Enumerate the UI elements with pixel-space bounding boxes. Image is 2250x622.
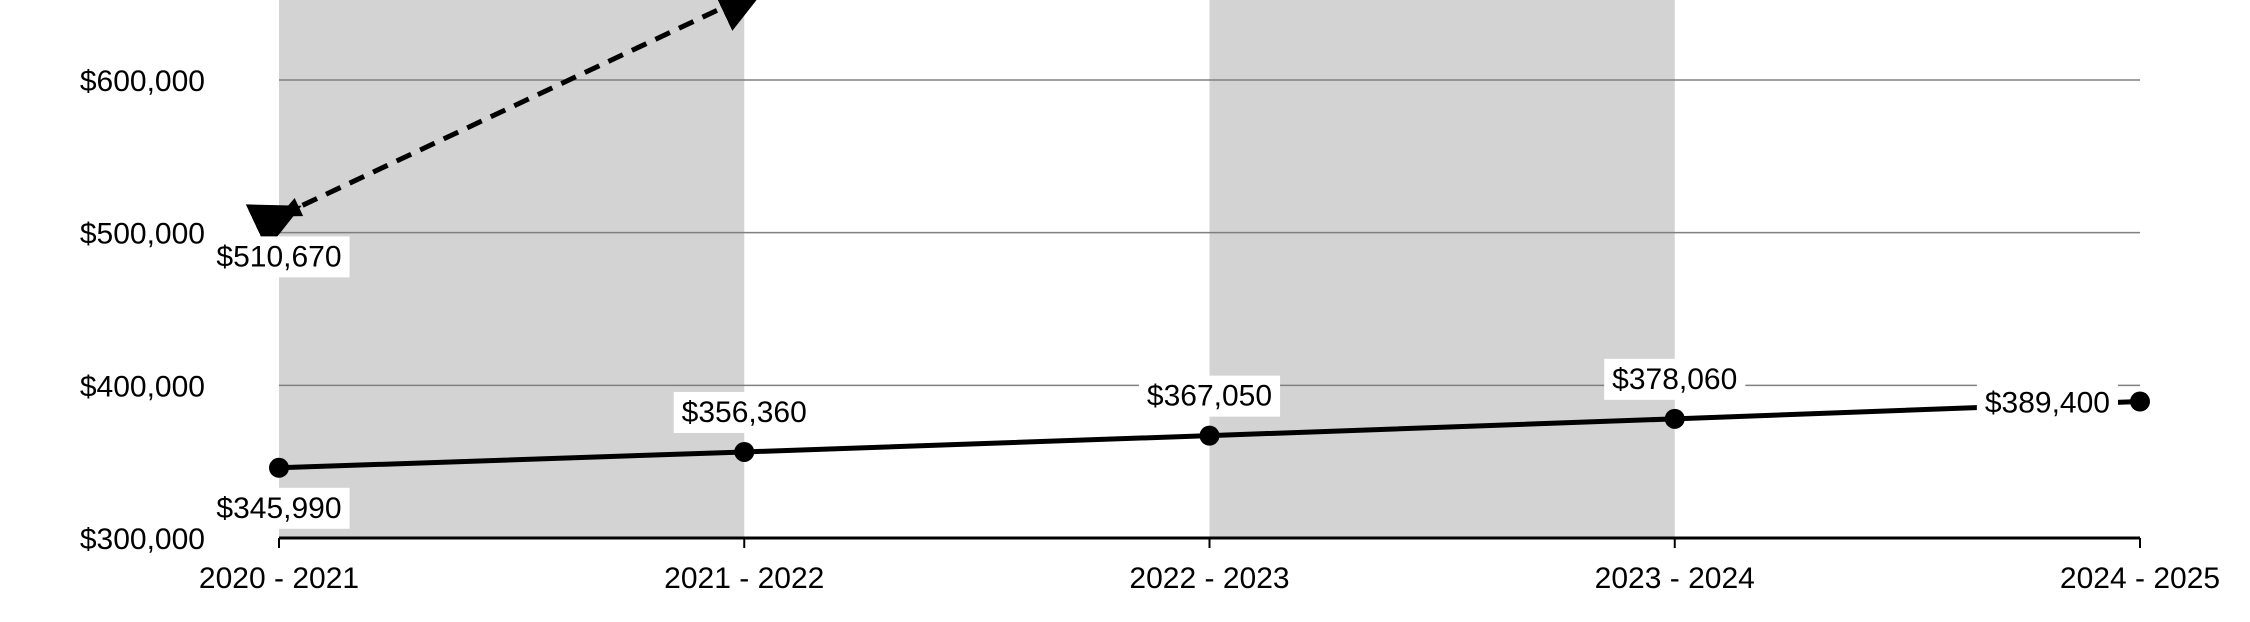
data-point-1 [269, 457, 289, 478]
data-label-text: $510,670 [216, 240, 341, 273]
data-label-text: $356,360 [682, 396, 807, 429]
x-tick-label: 2023 - 2024 [1595, 562, 1755, 595]
y-tick-label: $500,000 [80, 218, 205, 251]
data-label-bg [208, 236, 350, 278]
series-layer [245, 0, 2150, 478]
data-label-bg [1604, 358, 1746, 400]
x-tick-label: 2020 - 2021 [199, 562, 359, 595]
x-tick-label: 2024 - 2025 [2060, 562, 2220, 595]
data-label-5: $389,400 [1976, 382, 2118, 424]
x-tick-label: 2022 - 2023 [1129, 562, 1289, 595]
data-label-4: $378,060 [1604, 358, 1746, 400]
y-tick-label: $400,000 [80, 370, 205, 403]
data-label-bg [1138, 375, 1281, 417]
arrowhead-end [721, 0, 743, 16]
data-label-text: $345,990 [216, 492, 341, 525]
data-label-2: $356,360 [673, 391, 815, 433]
data-label-bg [208, 487, 350, 529]
arrowhead-start [279, 197, 304, 217]
data-label-1: $345,990 [208, 487, 350, 529]
data-point-3 [1199, 425, 1220, 446]
data-point-5 [2130, 391, 2150, 412]
x-tick-label: 2021 - 2022 [664, 562, 824, 595]
data-label-text: $367,050 [1147, 380, 1272, 413]
data-label-bg [673, 391, 815, 433]
labels-layer: $345,990 $356,360 $367,050 $378,060 $389,400… [208, 236, 2118, 529]
data-label-text: $389,400 [1985, 387, 2110, 420]
y-tick-label: $600,000 [80, 65, 205, 98]
axes: $300,000 $400,000 $500,000 $600,000 2020 - 2… [80, 65, 2220, 595]
data-point-4 [1664, 408, 1685, 429]
data-point-2 [734, 441, 755, 462]
dashed-start-label: $510,670 [208, 236, 350, 278]
dashed-arrow-line [245, 0, 767, 250]
data-label-text: $378,060 [1612, 363, 1737, 396]
y-tick-label: $300,000 [80, 523, 205, 556]
shaded-band-2 [1209, 0, 1675, 538]
data-label-bg [1976, 382, 2118, 424]
data-label-3: $367,050 [1138, 375, 1281, 417]
